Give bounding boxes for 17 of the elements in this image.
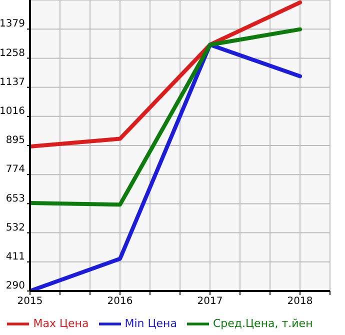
x-tick-label: 2016	[107, 296, 133, 308]
x-tick-label: 2017	[197, 296, 223, 308]
y-tick-label: 411	[6, 251, 25, 262]
x-tick-label: 2018	[287, 296, 313, 308]
legend-label: Сред.Цена, т.йен	[212, 317, 313, 330]
y-tick-label: 532	[6, 222, 25, 234]
y-tick-label: 895	[6, 135, 25, 146]
y-tick-label: 290	[6, 280, 25, 292]
y-tick-label: 1258	[0, 48, 25, 59]
y-tick-label: 653	[6, 193, 25, 204]
y-tick-label: 1016	[0, 106, 25, 117]
x-tick-label: 2015	[17, 296, 43, 308]
y-tick-label: 1137	[0, 76, 25, 88]
legend-label: Min Цена	[124, 317, 177, 330]
legend-label: Max Цена	[33, 317, 89, 330]
y-tick-label: 774	[6, 164, 25, 176]
y-tick-label: 1379	[0, 18, 25, 30]
